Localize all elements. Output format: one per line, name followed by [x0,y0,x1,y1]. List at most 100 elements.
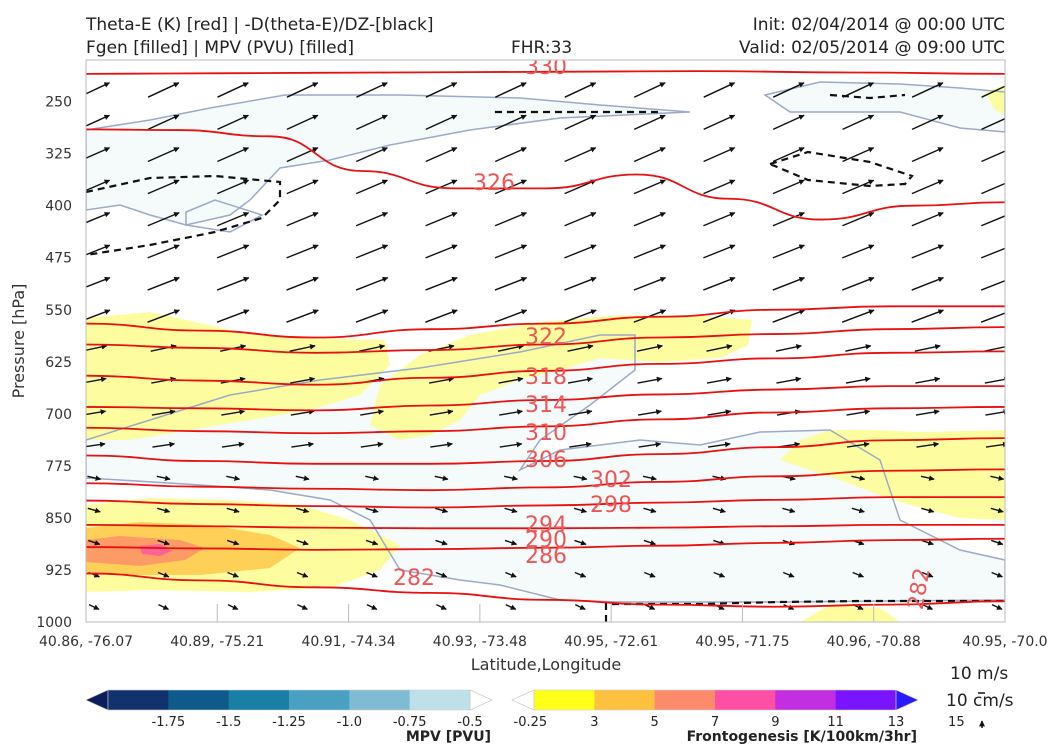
theta-e-contour-290 [86,523,1005,530]
wind-vector [981,215,1005,227]
wind-vector [644,604,656,610]
wind-vector [425,114,458,130]
theta-e-label: 298 [590,493,632,518]
wind-vector [86,344,108,351]
wind-vector [86,309,111,320]
fgen-fill-middle [370,315,752,440]
wind-vector [425,82,458,98]
y-tick-label: 775 [45,459,72,475]
wind-vector [636,344,663,352]
wind-vector [637,409,662,416]
wind-vector [494,114,527,130]
wind-vector [643,507,657,514]
wind-vector [842,244,875,259]
wind-vector [87,507,101,514]
wind-vector [841,276,875,291]
wind-vector [990,507,1004,514]
y-tick-label: 700 [45,407,72,423]
wind-vector [911,147,944,163]
colorbar-tick-label: 7 [711,715,719,730]
wind-vector [921,539,934,546]
colorbar-segment [534,690,595,710]
wind-vector [842,147,875,163]
theta-e-contour-326 [86,128,1005,221]
wind-vector [712,507,726,514]
wind-vector [147,212,180,227]
theta-e-label: 314 [525,393,567,418]
wind-vector [425,276,458,291]
wind-vector [567,344,594,352]
wind-vector [217,82,249,98]
wind-vector [922,604,934,610]
wind-vector [633,244,666,259]
wind-vector [498,376,524,384]
wind-vector [851,507,865,514]
wind-vector [915,409,940,416]
wind-vector [290,409,315,416]
colorbar-segment [289,690,350,710]
wind-vector [564,82,597,98]
ddz-contour-2 [769,150,914,188]
wind-vector [980,247,1005,259]
wind-vector [841,309,875,323]
colorbar-tick-label: -1.0 [337,715,362,730]
wind-vector [497,344,525,352]
valid-time: Valid: 02/05/2014 @ 09:00 UTC [739,38,1005,58]
colorbar-tick-label: -0.25 [514,715,548,730]
wind-vector [87,475,102,481]
wind-vector [703,212,736,227]
theta-e-label: 282 [393,566,435,591]
wind-vector [290,376,316,384]
theta-e-contour-286 [86,537,1005,551]
wind-vector [286,309,319,323]
colorbar-extend-low [85,689,109,711]
colorbar-tick-label: -0.5 [457,715,482,730]
wind-vector [574,604,586,610]
wind-vector [911,114,944,130]
wind-vector [845,376,871,384]
wind-vector [435,539,448,546]
theta-e-label: 306 [525,448,567,473]
wind-vector [706,344,733,352]
wind-vector [217,114,249,130]
wind-vector [216,212,250,227]
wind-vector [147,276,180,291]
theta-e-contour-318 [86,326,1005,354]
wind-vector [494,179,527,195]
filled-contours [86,82,1005,622]
wind-vector [86,179,111,192]
wind-vector [355,179,388,195]
wind-vector [86,376,107,384]
x-tick-label: 40.86, -76.07 [39,634,133,650]
wind-vector [703,82,736,98]
colorbar-tick-label: 13 [888,715,905,730]
wind-vector [911,82,944,98]
wind-vector [425,147,458,163]
theta-e-label: 310 [525,421,567,446]
wind-vector [564,212,597,227]
init-time: Init: 02/04/2014 @ 00:00 UTC [752,15,1005,35]
colorbar-tick-label: -1.25 [272,715,306,730]
wind-vector [356,114,388,130]
wind-vector [772,309,806,323]
wind-vector [295,507,310,514]
wind-vector [499,409,523,416]
wind-vector [360,441,384,448]
y-tick-label: 325 [45,147,72,163]
wind-vector [568,409,593,416]
wind-vector [644,571,656,578]
y-axis-label: Pressure [hPa] [9,284,28,399]
frontogenesis-colorbar: 3 5 7 9 11 13 15 [511,689,965,730]
wind-vector [985,441,1005,448]
wind-vector [707,409,732,416]
fgen-fill-bottom-right [800,605,900,622]
wind-vector [158,604,169,610]
wind-vector [499,441,523,448]
wind-vector [216,244,250,259]
wind-vector [633,212,666,227]
theta-e-label: 330 [525,55,567,80]
wind-vector [564,244,597,259]
wind-vector [981,85,1005,98]
wind-vector [286,82,319,98]
